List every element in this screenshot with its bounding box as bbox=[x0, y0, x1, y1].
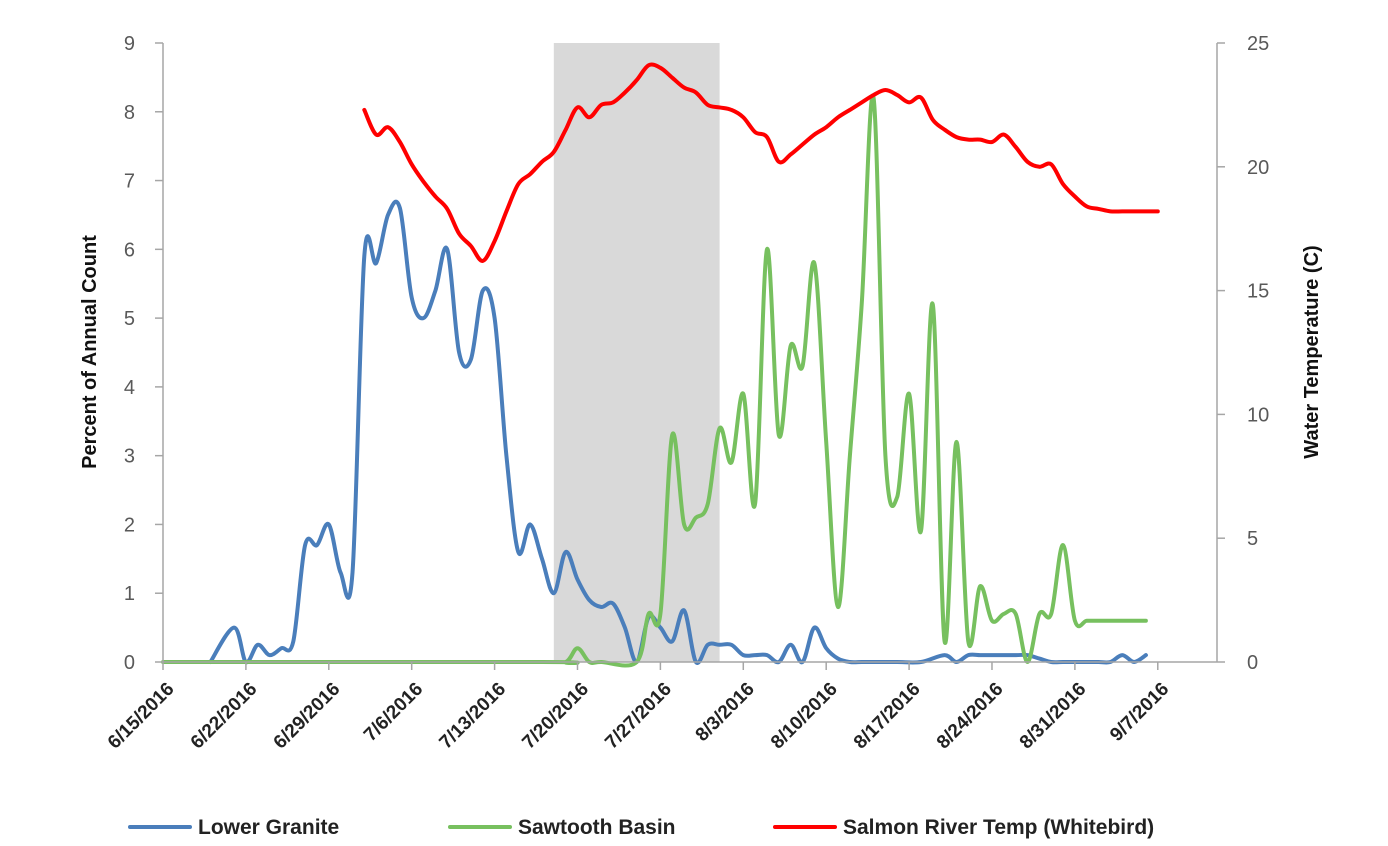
right-y-ticks: 0 5 10 15 20 25 bbox=[1217, 33, 1269, 674]
x-tick-label: 6/15/2016 bbox=[104, 679, 179, 754]
x-tick-label: 7/27/2016 bbox=[601, 679, 676, 754]
x-tick-label: 6/29/2016 bbox=[270, 679, 345, 754]
left-y-ticks: 0 1 2 3 4 5 6 7 8 9 bbox=[124, 33, 163, 674]
series-layer bbox=[161, 62, 1160, 668]
x-tick-label: 6/22/2016 bbox=[187, 679, 262, 754]
left-y-tick-label: 5 bbox=[124, 308, 135, 330]
right-y-tick-label: 5 bbox=[1247, 528, 1258, 550]
series-line-salmon-river-temp-whitebird bbox=[362, 62, 1160, 263]
x-tick-label: 8/10/2016 bbox=[767, 679, 842, 754]
left-y-tick-label: 4 bbox=[124, 377, 135, 399]
right-y-tick-label: 10 bbox=[1247, 404, 1269, 426]
legend-label-salmon-river-temp-whitebird: Salmon River Temp (Whitebird) bbox=[843, 816, 1154, 839]
x-ticks: 6/15/2016 6/22/2016 6/29/2016 7/6/2016 7/13/… bbox=[104, 662, 1173, 753]
left-y-tick-label: 2 bbox=[124, 514, 135, 536]
left-y-tick-label: 8 bbox=[124, 102, 135, 124]
left-y-axis-title: Percent of Annual Count bbox=[79, 235, 101, 469]
series-line-sawtooth-basin bbox=[161, 93, 1148, 668]
left-y-tick-label: 1 bbox=[124, 583, 135, 605]
x-tick-label: 7/20/2016 bbox=[518, 679, 593, 754]
legend: Lower Granite Sawtooth Basin Salmon River … bbox=[128, 816, 1154, 839]
right-y-tick-label: 0 bbox=[1247, 652, 1258, 674]
right-y-tick-label: 20 bbox=[1247, 157, 1269, 179]
x-tick-label: 9/7/2016 bbox=[1106, 679, 1173, 746]
x-tick-label: 8/3/2016 bbox=[692, 679, 759, 746]
left-y-tick-label: 0 bbox=[124, 652, 135, 674]
right-y-axis-title: Water Temperature (C) bbox=[1301, 245, 1323, 458]
x-tick-label: 7/13/2016 bbox=[436, 679, 511, 754]
left-y-tick-label: 7 bbox=[124, 171, 135, 193]
right-y-tick-label: 15 bbox=[1247, 281, 1269, 303]
left-y-tick-label: 9 bbox=[124, 33, 135, 55]
x-tick-label: 7/6/2016 bbox=[360, 679, 427, 746]
right-y-tick-label: 25 bbox=[1247, 33, 1269, 55]
left-y-tick-label: 6 bbox=[124, 239, 135, 261]
shaded-period-band bbox=[553, 43, 720, 662]
legend-label-lower-granite: Lower Granite bbox=[198, 816, 339, 839]
legend-label-sawtooth-basin: Sawtooth Basin bbox=[518, 816, 676, 839]
x-tick-label: 8/31/2016 bbox=[1016, 679, 1091, 754]
x-tick-label: 8/17/2016 bbox=[850, 679, 925, 754]
left-y-tick-label: 3 bbox=[124, 446, 135, 468]
x-tick-label: 8/24/2016 bbox=[933, 679, 1008, 754]
